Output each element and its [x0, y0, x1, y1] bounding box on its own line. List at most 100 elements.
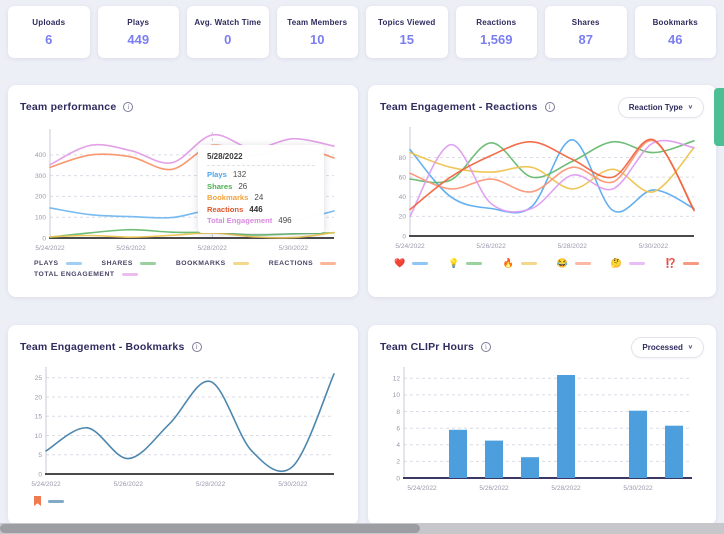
tooltip-series-value: 26: [238, 181, 248, 191]
svg-text:2: 2: [396, 459, 400, 466]
svg-text:6: 6: [396, 426, 400, 433]
tooltip-series-value: 496: [278, 216, 292, 225]
legend-label: Total Engagement: [34, 271, 115, 278]
svg-text:10: 10: [393, 392, 401, 399]
stat-label: Plays: [127, 17, 150, 27]
panel-team-engagement-bookmarks: Team Engagement - Bookmarks i 0 5 10 15 20 25…: [8, 325, 358, 525]
stats-row: Uploads 6 Plays 449 Avg. Watch Time 0 Te…: [8, 6, 716, 58]
svg-text:15: 15: [35, 414, 43, 421]
svg-text:60: 60: [399, 174, 407, 181]
legend-label: Reactions: [268, 260, 314, 267]
tooltip-series-label: Plays: [207, 170, 227, 179]
svg-text:0: 0: [42, 235, 46, 242]
legend-color-dash: [320, 262, 337, 265]
clipr-hours-chart[interactable]: 0 2 4 6 8 10 12 5/24/2022 5/26/2022 5/28/2022 5/30…: [380, 362, 704, 494]
svg-text:5/24/2022: 5/24/2022: [407, 485, 437, 492]
charts-grid: Team performance i 0 100 200 300 400 5/24/202…: [8, 85, 716, 525]
reaction-type-dropdown[interactable]: Reaction Type ∨: [617, 96, 704, 118]
legend-color-dash: [412, 261, 429, 265]
info-icon[interactable]: i: [481, 342, 492, 352]
stat-card-team-members: Team Members 10: [276, 6, 358, 58]
svg-text:5/24/2022: 5/24/2022: [35, 245, 65, 252]
stat-card-shares: Shares 87: [545, 6, 627, 58]
legend-item[interactable]: 🤔: [610, 258, 646, 268]
chart-tooltip: 5/28/2022 Plays 132 Shares 26 Bookmarks 24 Rea…: [198, 145, 324, 233]
legend-label: ⁉️: [665, 258, 677, 268]
info-icon[interactable]: i: [544, 102, 555, 112]
legend-item[interactable]: ⁉️: [665, 258, 700, 268]
legend-label: 🤔: [610, 258, 623, 268]
svg-text:5/28/2022: 5/28/2022: [196, 481, 226, 488]
stat-label: Team Members: [287, 17, 348, 27]
svg-text:5: 5: [38, 452, 42, 459]
legend-item[interactable]: 💡: [448, 258, 483, 268]
stat-value: 1,569: [479, 31, 513, 47]
tooltip-series-label: Total Engagement: [207, 216, 273, 225]
bookmarks-chart[interactable]: 0 5 10 15 20 25 5/24/2022 5/26/2022 5/28/2022 5/3…: [20, 362, 346, 490]
panel-team-performance: Team performance i 0 100 200 300 400 5/24/202…: [8, 85, 358, 297]
stat-card-bookmarks: Bookmarks 46: [634, 6, 716, 58]
panel-team-clipr-hours: Team CLIPr Hours i Processed ∨ 0 2 4 6 8 10 12…: [368, 325, 716, 525]
tooltip-series-value: 132: [232, 170, 247, 179]
svg-text:100: 100: [35, 215, 46, 222]
reactions-chart[interactable]: 0 20 40 60 80 5/24/2022 5/26/2022 5/28/2022 5/30…: [380, 122, 704, 252]
stat-value: 46: [668, 31, 683, 47]
panel-title: Team Engagement - Reactions: [380, 101, 538, 113]
svg-text:5/24/2022: 5/24/2022: [395, 243, 425, 250]
info-icon[interactable]: i: [191, 342, 202, 352]
svg-text:20: 20: [399, 214, 407, 221]
legend-item[interactable]: Bookmarks: [176, 260, 249, 267]
panel-header: Team Engagement - Bookmarks i: [20, 336, 346, 358]
chevron-down-icon: ∨: [687, 344, 693, 351]
tooltip-series-label: Shares: [207, 181, 233, 191]
svg-text:400: 400: [35, 152, 46, 159]
svg-text:5/28/2022: 5/28/2022: [551, 485, 581, 492]
processed-dropdown[interactable]: Processed ∨: [631, 336, 704, 358]
svg-text:80: 80: [399, 155, 407, 162]
legend-item[interactable]: ❤️: [394, 258, 429, 268]
stat-label: Avg. Watch Time: [194, 17, 262, 27]
legend-item[interactable]: Reactions: [269, 260, 337, 267]
legend-label: 💡: [448, 258, 460, 268]
stat-value: 10: [310, 31, 325, 47]
tooltip-series-label: Bookmarks: [207, 193, 249, 202]
legend-color-dash: [520, 261, 537, 265]
panel-title: Team Engagement - Bookmarks: [20, 341, 185, 353]
legend-color-dash: [683, 261, 700, 265]
svg-text:25: 25: [35, 375, 43, 382]
tooltip-date: 5/28/2022: [207, 152, 315, 166]
horizontal-scrollbar[interactable]: [0, 523, 724, 534]
legend-item[interactable]: 😂: [557, 258, 591, 268]
panel-header: Team performance i: [20, 96, 346, 118]
stat-label: Topics Viewed: [378, 17, 436, 27]
svg-text:5/26/2022: 5/26/2022: [116, 245, 146, 252]
tooltip-row: Reactions 446: [207, 205, 315, 214]
legend-item[interactable]: [34, 496, 64, 506]
legend-color-dash: [121, 273, 138, 276]
tooltip-series-value: 24: [254, 193, 264, 202]
legend-item[interactable]: Total Engagement: [34, 271, 138, 278]
legend-item[interactable]: 🔥: [502, 258, 537, 268]
dropdown-label: Reaction Type: [628, 102, 683, 112]
svg-text:5/28/2022: 5/28/2022: [198, 245, 228, 252]
svg-text:200: 200: [35, 194, 46, 201]
legend-item[interactable]: Plays: [34, 260, 82, 267]
stat-label: Uploads: [32, 17, 66, 27]
svg-text:5/24/2022: 5/24/2022: [31, 481, 61, 488]
bookmark-icon: [34, 496, 41, 506]
legend-label: Plays: [34, 260, 59, 267]
chevron-down-icon: ∨: [687, 104, 693, 111]
legend-color-dash: [466, 261, 483, 265]
panel-team-engagement-reactions: Team Engagement - Reactions i Reaction T…: [368, 85, 716, 297]
svg-text:5/26/2022: 5/26/2022: [114, 481, 144, 488]
side-panel-tab[interactable]: [714, 88, 724, 146]
stat-label: Bookmarks: [652, 17, 698, 27]
scrollbar-thumb[interactable]: [0, 524, 420, 533]
legend-color-dash: [232, 262, 249, 265]
stat-label: Shares: [571, 17, 600, 27]
legend-label: 🔥: [502, 258, 514, 268]
legend-item[interactable]: Shares: [102, 260, 156, 267]
tooltip-row: Bookmarks 24: [207, 193, 315, 202]
info-icon[interactable]: i: [123, 102, 134, 112]
